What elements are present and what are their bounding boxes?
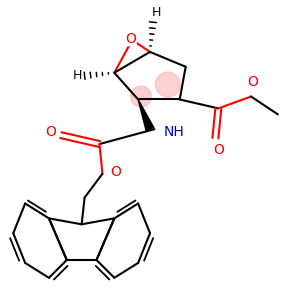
Text: O: O [125,32,136,46]
Text: O: O [110,165,121,179]
Polygon shape [138,100,154,131]
Text: O: O [213,142,224,157]
Circle shape [131,86,152,107]
Text: NH: NH [164,125,184,139]
Text: O: O [247,75,258,89]
Text: H: H [151,6,160,19]
Text: H: H [72,69,82,82]
Circle shape [155,72,180,97]
Text: O: O [46,125,56,139]
